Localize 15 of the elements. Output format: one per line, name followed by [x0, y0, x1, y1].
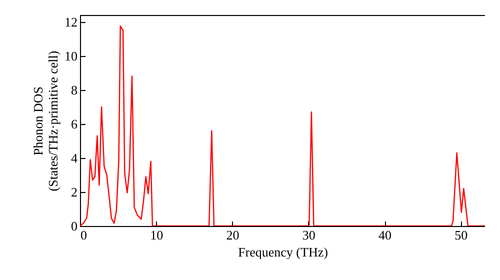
- x-tick-label: 30: [302, 228, 316, 242]
- x-tick-label: 40: [378, 228, 392, 242]
- y-tick-label: 4: [71, 150, 78, 166]
- text: Phonon DOS: [30, 86, 46, 156]
- y-tick-label: 6: [71, 116, 78, 132]
- y-tick-label: 12: [64, 14, 78, 30]
- y-tick-label: 2: [71, 184, 78, 200]
- y-tick-label: 10: [64, 48, 78, 64]
- x-tick-label: 50: [454, 228, 468, 242]
- x-tick-label: 10: [150, 228, 164, 242]
- x-axis-title: Frequency (THz): [238, 244, 328, 260]
- text: (States/THz·primitive cell): [46, 50, 60, 192]
- x-tick-label: 20: [226, 228, 240, 242]
- y-tick-label: 8: [71, 82, 78, 98]
- line-series: [80, 25, 485, 226]
